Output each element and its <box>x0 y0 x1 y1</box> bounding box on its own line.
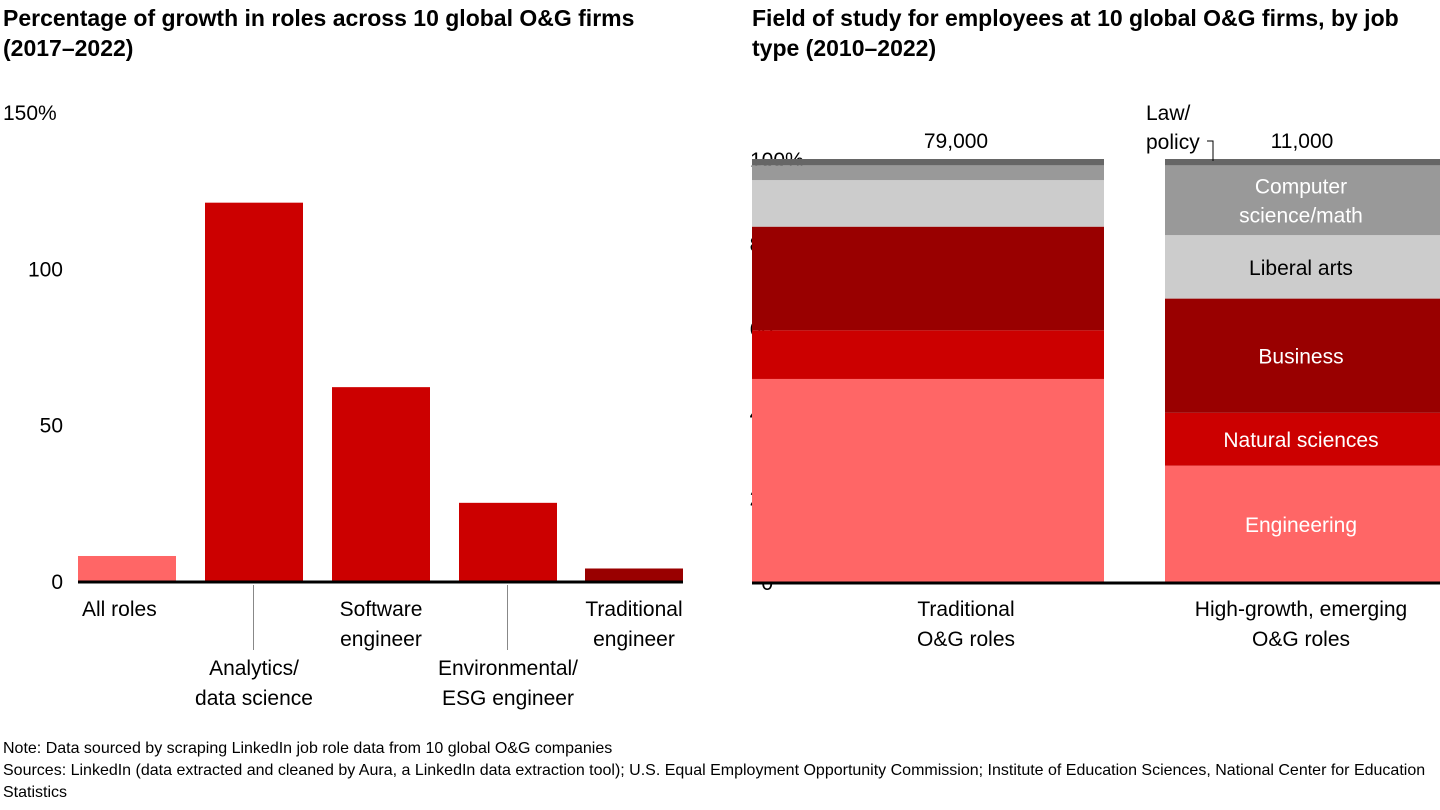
x-tick-label: O&G roles <box>1252 628 1350 651</box>
bar <box>585 568 683 581</box>
bar-total-label: 79,000 <box>924 130 988 153</box>
stacked-segment <box>752 226 1104 331</box>
y-tick-label: 100 <box>28 258 63 281</box>
x-tick-label: Traditional <box>917 598 1014 621</box>
x-tick-label: engineer <box>593 628 675 651</box>
stacked-segment <box>752 165 1104 181</box>
right-chart-title: Field of study for employees at 10 globa… <box>752 5 1399 61</box>
law-policy-label: Law/ <box>1146 102 1191 125</box>
stacked-segment <box>1165 465 1440 582</box>
x-tick-label: engineer <box>340 628 422 651</box>
x-tick-label: Software <box>340 598 423 621</box>
y-tick-label: 150% <box>3 102 57 125</box>
note-text: Note: Data sourced by scraping LinkedIn … <box>3 740 613 757</box>
segment-label: science/math <box>1239 205 1363 228</box>
bar <box>332 387 430 581</box>
stacked-segment <box>752 180 1104 227</box>
x-tick-label: High-growth, emerging <box>1195 598 1407 621</box>
bar <box>459 502 557 581</box>
x-tick-label: Analytics/ <box>209 657 299 680</box>
stacked-segment <box>752 159 1104 166</box>
x-tick-label: All roles <box>82 598 157 621</box>
x-tick-label: O&G roles <box>917 628 1015 651</box>
law-policy-label: policy <box>1146 131 1200 154</box>
segment-label: Natural sciences <box>1223 429 1378 452</box>
stacked-segment <box>1165 298 1440 413</box>
y-tick-label: 50 <box>40 415 63 438</box>
stacked-segment <box>752 330 1104 379</box>
charts-canvas: 0 50 100 150% All roles Analytics/data scienc… <box>3 102 1440 710</box>
left-chart-title: Percentage of growth in roles across 10 … <box>3 5 635 61</box>
segment-label: Computer <box>1255 176 1347 199</box>
stacked-segment <box>1165 412 1440 466</box>
x-tick-label: data science <box>195 687 313 710</box>
bar <box>78 555 176 581</box>
stacked-segment <box>1165 235 1440 299</box>
stacked-segment <box>1165 165 1440 236</box>
x-tick-label: Environmental/ <box>438 657 578 680</box>
segment-label: Engineering <box>1245 514 1357 537</box>
y-tick-label: 0 <box>51 571 63 594</box>
bar <box>205 202 303 581</box>
stacked-segment <box>752 378 1104 582</box>
sources-text: Sources: LinkedIn (data extracted and cl… <box>3 762 1426 801</box>
x-tick-label: ESG engineer <box>442 687 574 710</box>
stacked-segment <box>1165 159 1440 166</box>
bar-total-label: 11,000 <box>1271 130 1334 153</box>
footnotes: Note: Data sourced by scraping LinkedIn … <box>3 738 1440 804</box>
segment-label: Liberal arts <box>1249 257 1353 280</box>
x-tick-label: Traditional <box>585 598 682 621</box>
law-policy-leader-line <box>1207 140 1214 161</box>
segment-label: Business <box>1258 346 1343 369</box>
